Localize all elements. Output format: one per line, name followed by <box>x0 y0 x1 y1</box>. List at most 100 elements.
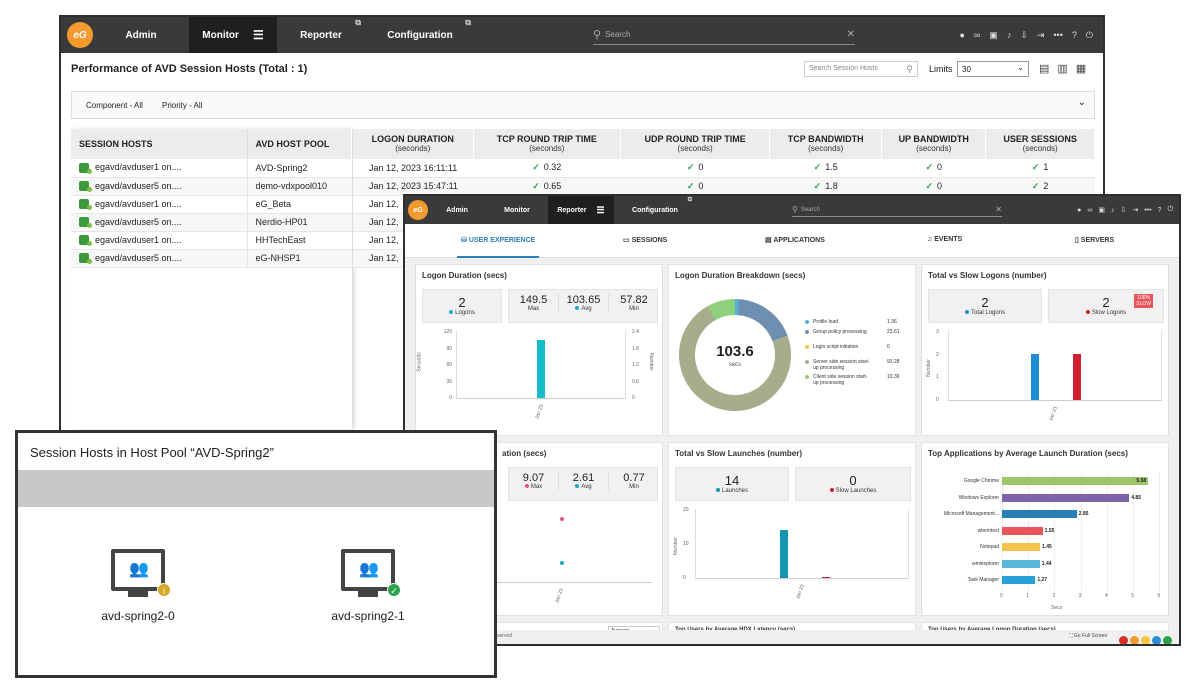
print-icon[interactable]: ▦ <box>1075 63 1095 75</box>
tab-user-experience[interactable]: ⛁ USER EXPERIENCE <box>461 236 535 244</box>
table-row[interactable]: egavd/avduser1 on.... AVD-Spring2 <box>71 159 352 178</box>
table-row[interactable]: Jan 12, 2023 15:47:11 ✓ 0.65 ✓ 0 ✓ 1.8 ✓ 0 ✓ 2 <box>353 177 1095 196</box>
more-icon[interactable]: ••• <box>1144 206 1152 214</box>
session-host-cell[interactable]: egavd/avduser1 on.... <box>71 159 248 178</box>
global-search[interactable]: ⚲ Search ✕ <box>792 203 1002 217</box>
legend-value: 93.28 <box>887 359 900 365</box>
bar[interactable] <box>1031 354 1039 400</box>
tab-sessions[interactable]: ▭ SESSIONS <box>623 236 667 244</box>
nav-reporter[interactable]: Reporter ☰ <box>548 196 614 224</box>
col-header[interactable]: LOGON DURATION (seconds) <box>353 129 474 159</box>
user-icon[interactable]: ● <box>959 30 965 40</box>
bar[interactable] <box>1002 559 1040 568</box>
col-header[interactable]: TCP ROUND TRIP TIME (seconds) <box>473 129 622 159</box>
session-host-cell[interactable]: egavd/avduser1 on.... <box>71 231 248 250</box>
table-row[interactable]: egavd/avduser1 on.... eG_Beta <box>71 195 352 214</box>
link-icon[interactable]: ∞ <box>973 30 981 40</box>
bar[interactable] <box>1002 543 1041 551</box>
priority-filter[interactable]: Priority - All <box>162 101 203 110</box>
donut-slice[interactable] <box>707 299 735 321</box>
link-icon[interactable]: ∞ <box>1087 206 1093 214</box>
nav-monitor[interactable]: Monitor ☰ <box>189 17 277 53</box>
bar[interactable] <box>1002 510 1077 518</box>
help-icon[interactable]: ? <box>1157 206 1162 214</box>
col-avd-host-pool[interactable]: AVD HOST POOL <box>247 129 352 159</box>
download-icon[interactable]: ⇩ <box>1120 207 1127 214</box>
signout-icon[interactable]: ⇥ <box>1036 29 1045 40</box>
donut-slice[interactable] <box>679 306 791 411</box>
col-header[interactable]: UDP ROUND TRIP TIME (seconds) <box>620 129 771 159</box>
host-item[interactable]: 👥 i avd-spring2-0 <box>78 549 198 629</box>
component-filter[interactable]: Component - All <box>86 101 143 110</box>
eg-logo[interactable]: eG <box>67 22 93 48</box>
bell-icon[interactable]: ♪ <box>1006 30 1012 40</box>
col-header[interactable]: USER SESSIONS (seconds) <box>985 129 1095 159</box>
bar[interactable] <box>822 577 830 578</box>
report-icon[interactable]: ▣ <box>1098 207 1105 214</box>
donut-slice[interactable] <box>735 299 739 316</box>
chevron-down-icon[interactable]: ⌄ <box>1077 97 1086 108</box>
download-icon[interactable]: ⇩ <box>1020 29 1028 40</box>
full-screen-button[interactable]: ⛶ Go Full Screen <box>1069 633 1107 639</box>
col-header[interactable]: TCP BANDWIDTH (seconds) <box>769 129 883 159</box>
bell-icon[interactable]: ♪ <box>1110 206 1115 214</box>
bar[interactable] <box>1002 493 1130 502</box>
minor-icon[interactable] <box>1141 636 1150 644</box>
table-row[interactable]: egavd/avduser5 on.... Nerdio-HP01 <box>71 213 352 232</box>
nav-admin[interactable]: Admin <box>446 206 468 214</box>
session-host-cell[interactable]: egavd/avduser5 on.... <box>71 249 248 268</box>
legend-label: Client side session start-up processing <box>813 374 868 386</box>
search-hosts-field[interactable]: Search Session Hosts ⚲ <box>804 61 918 77</box>
power-icon[interactable]: ⏻ <box>1167 206 1173 213</box>
clear-icon[interactable]: ✕ <box>995 205 1002 214</box>
table-row[interactable]: Jan 12, 2023 16:11:11 ✓ 0.32 ✓ 0 ✓ 1.5 ✓ 0 ✓ 1 <box>353 159 1095 178</box>
tab-events[interactable]: ♫ EVENTS <box>927 236 962 243</box>
session-host-cell[interactable]: egavd/avduser5 on.... <box>71 177 248 196</box>
tab-servers[interactable]: ▯ SERVERS <box>1075 236 1114 244</box>
critical-icon[interactable] <box>1119 636 1128 644</box>
search-hosts-input[interactable]: Search Session Hosts <box>809 65 878 72</box>
pdf-icon[interactable]: ▥ <box>1057 63 1076 75</box>
table-row[interactable]: egavd/avduser5 on.... demo-vdxpool010 <box>71 177 352 196</box>
col-session-hosts[interactable]: SESSION HOSTS <box>71 129 248 159</box>
search-input[interactable]: Search <box>605 30 631 39</box>
bar[interactable] <box>1002 477 1149 485</box>
clear-icon[interactable]: ✕ <box>846 29 855 40</box>
power-icon[interactable]: ⏻ <box>1085 29 1093 40</box>
bar[interactable] <box>1002 526 1043 535</box>
excel-icon[interactable]: ▤ <box>1039 63 1058 75</box>
search-input[interactable]: Search <box>800 206 820 213</box>
signout-icon[interactable]: ⇥ <box>1132 207 1139 214</box>
nav-configuration[interactable]: Configuration ⧉ <box>614 196 696 224</box>
host-item[interactable]: 👥 ✓ avd-spring2-1 <box>308 549 428 629</box>
col-header[interactable]: UP BANDWIDTH (seconds) <box>881 129 987 159</box>
host-stand <box>358 591 378 597</box>
nav-reporter[interactable]: Reporter ⧉ <box>277 17 365 53</box>
eg-logo[interactable]: eG <box>408 200 428 220</box>
table-row[interactable]: egavd/avduser1 on.... HHTechEast <box>71 231 352 250</box>
help-icon[interactable]: ? <box>1071 30 1077 40</box>
major-icon[interactable] <box>1130 636 1139 644</box>
bar[interactable] <box>1002 576 1036 584</box>
more-icon[interactable]: ••• <box>1053 30 1063 40</box>
nav-monitor[interactable]: Monitor <box>504 206 530 214</box>
menu-icon[interactable]: ☰ <box>596 204 605 215</box>
bar[interactable] <box>780 529 788 578</box>
report-icon[interactable]: ▣ <box>989 29 998 40</box>
tab-applications[interactable]: ▤ APPLICATIONS <box>765 236 825 244</box>
normal-icon[interactable] <box>1163 636 1172 644</box>
menu-icon[interactable]: ☰ <box>252 28 264 42</box>
global-search[interactable]: ⚲ Search ✕ <box>593 25 855 45</box>
nav-configuration[interactable]: Configuration ⧉ <box>365 17 475 53</box>
info-icon[interactable] <box>1152 636 1161 644</box>
x-tick: 4 <box>1104 593 1108 599</box>
table-row[interactable]: egavd/avduser5 on.... eG-NHSP1 <box>71 249 352 268</box>
session-host-cell[interactable]: egavd/avduser1 on.... <box>71 195 248 214</box>
nav-admin[interactable]: Admin <box>125 29 157 41</box>
bar[interactable] <box>1073 354 1081 400</box>
session-host-cell[interactable]: egavd/avduser5 on.... <box>71 213 248 232</box>
limits-select[interactable]: 30 ⌄ <box>957 61 1029 77</box>
user-icon[interactable]: ● <box>1077 206 1082 214</box>
donut-slice[interactable] <box>737 299 788 342</box>
category-label: Windows Explorer <box>958 494 999 501</box>
